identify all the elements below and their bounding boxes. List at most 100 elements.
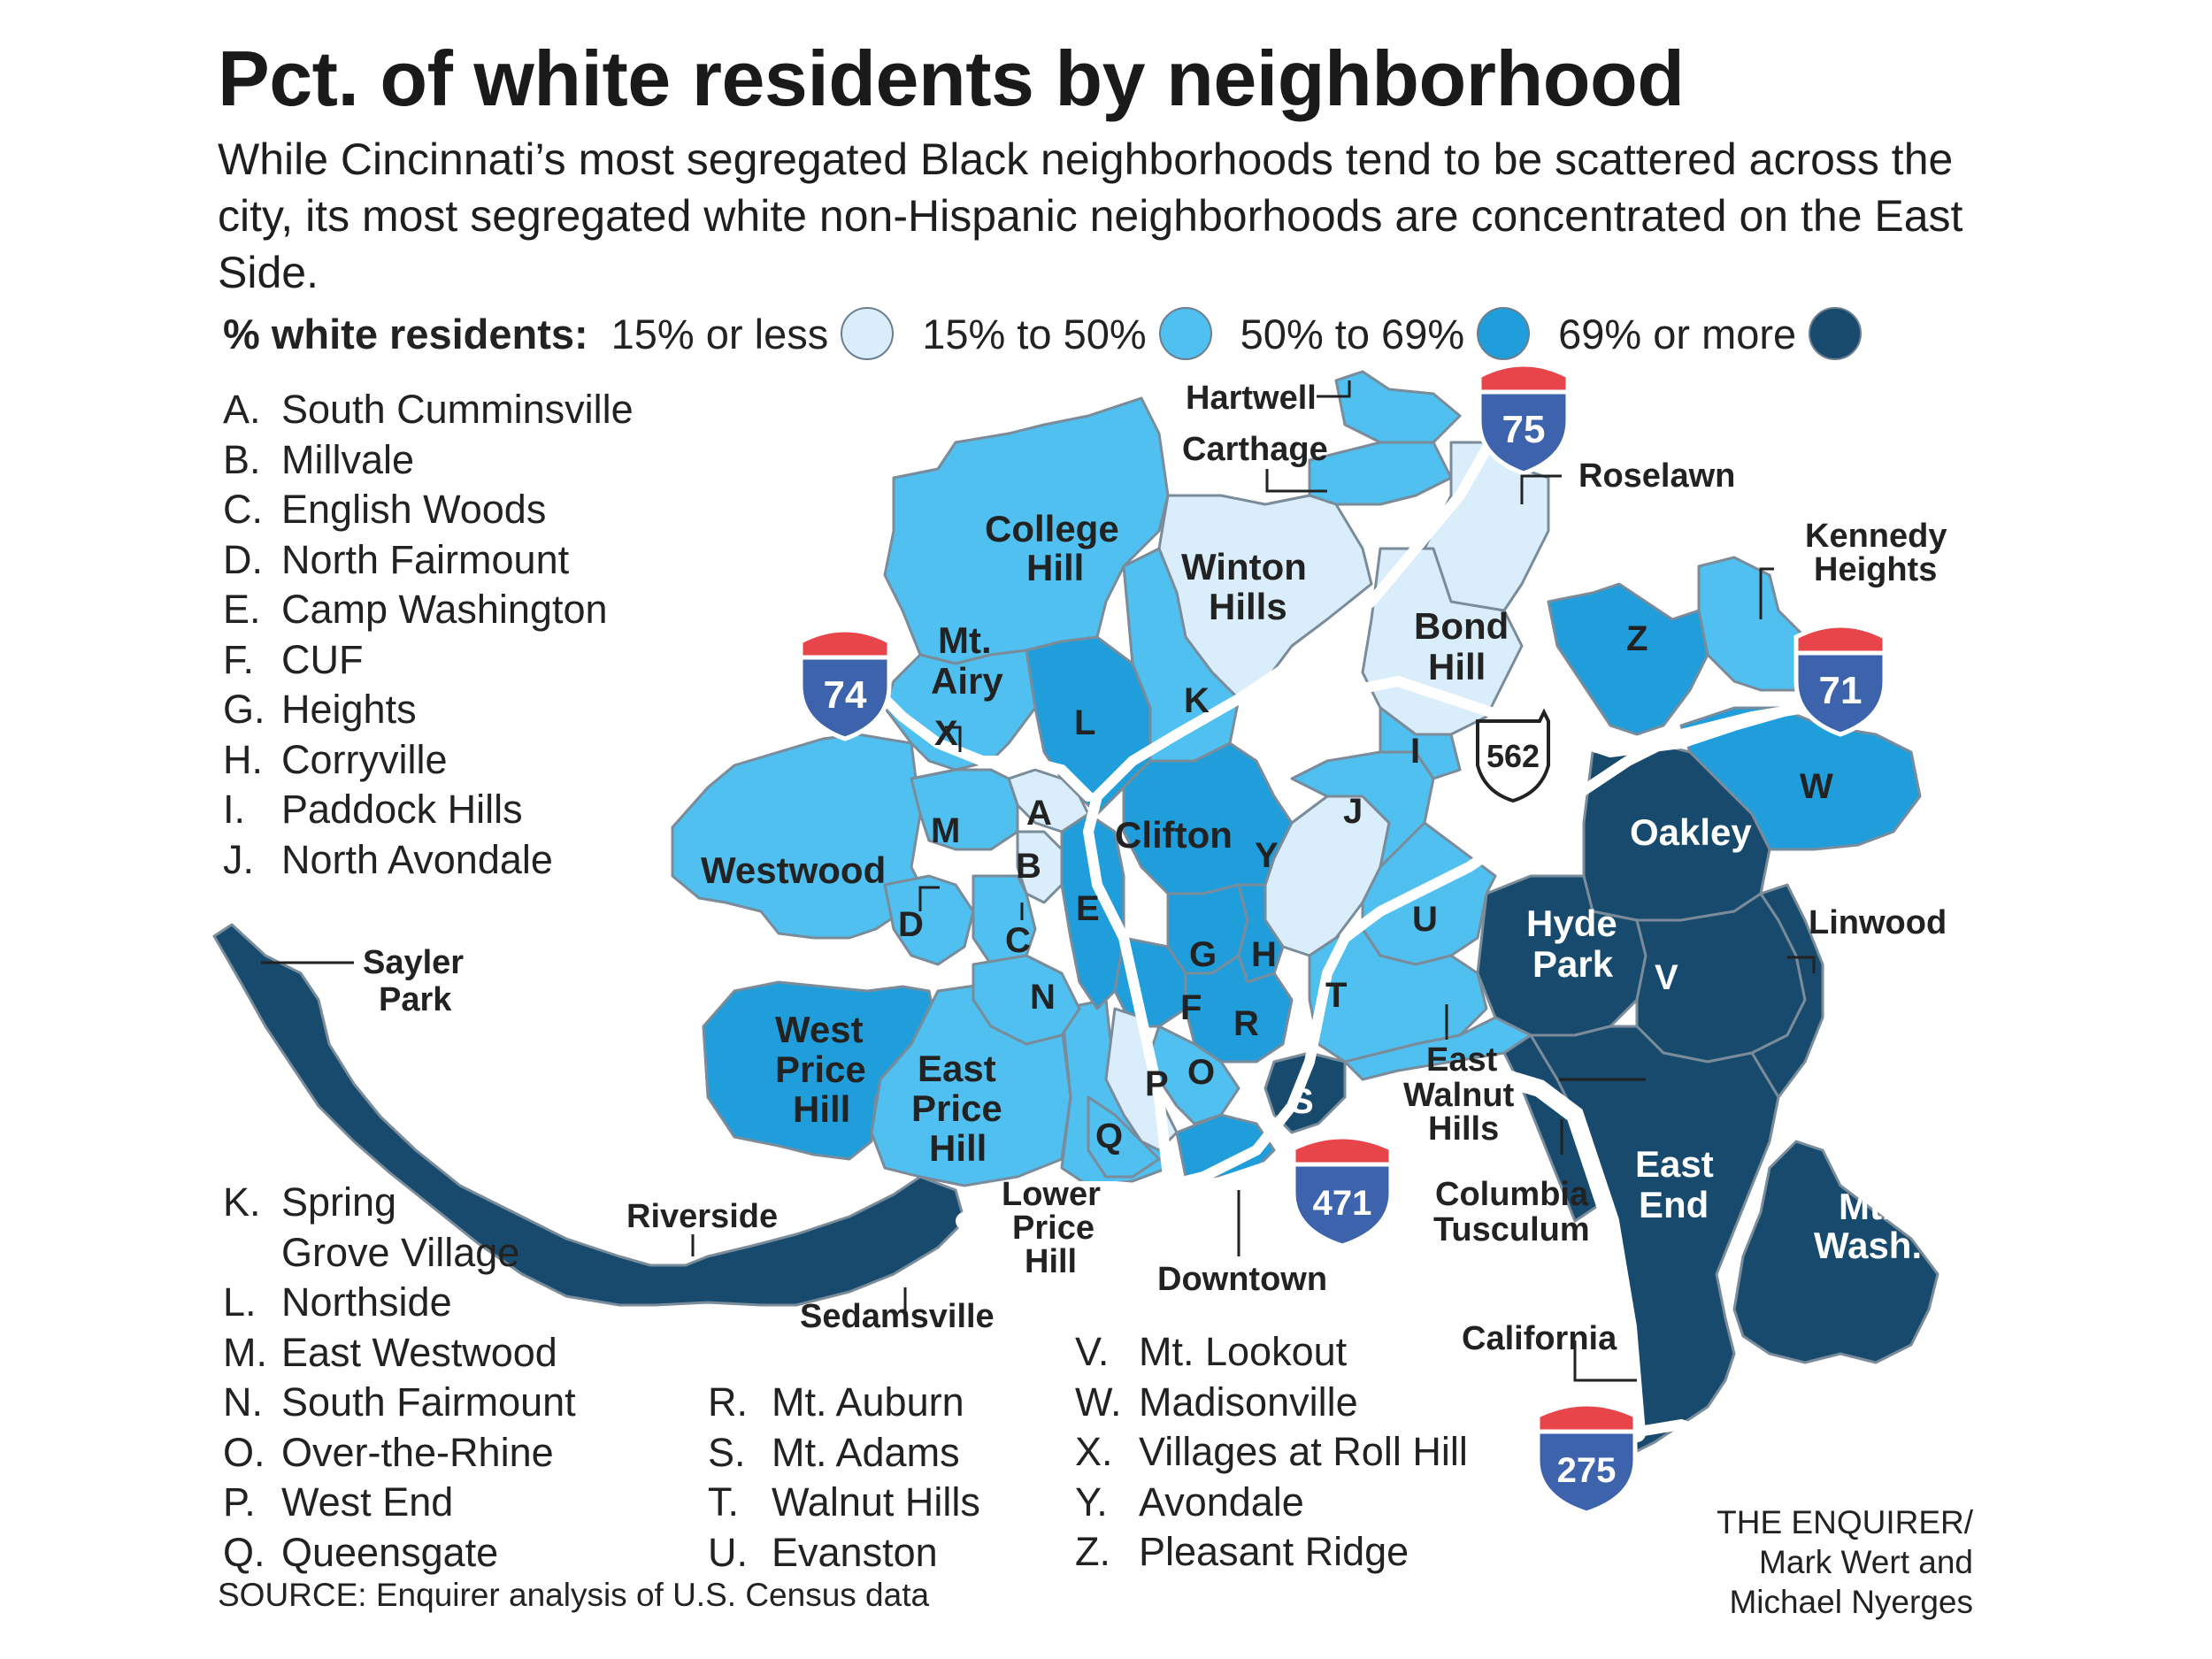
key-item: T. Walnut Hills [708,1478,980,1528]
key-letter: O. [223,1429,265,1475]
label-east-end-1: East [1635,1143,1714,1185]
key-letter: X. [1075,1429,1113,1474]
legend-item-level-1: 15% or less [611,307,916,360]
label-kennedy-heights-1: Kennedy [1805,518,1947,555]
shield-oh562: 562 [1476,708,1550,803]
map-letter-z: Z [1626,619,1647,658]
key-item: X. Villages at Roll Hill [1075,1427,1468,1478]
label-east-end-2: End [1639,1184,1709,1225]
map-letter-y: Y [1255,836,1279,875]
key-name: Madisonville [1139,1379,1358,1425]
label-west-price-hill-3: Hill [793,1088,850,1130]
shield-i471: 471 [1291,1134,1394,1248]
label-lower-price-hill-2: Price [1012,1210,1094,1247]
credit-line: Mark Wert and [1759,1544,1973,1580]
label-west-price-hill-1: West [775,1009,864,1050]
key-item: J. North Avondale [223,835,634,886]
key-item: E. Camp Washington [223,585,634,635]
key-item: U. Evanston [708,1528,980,1578]
key-item: I. Paddock Hills [223,785,634,835]
subtitle: While Cincinnati’s most segregated Black… [218,134,1963,297]
shield-i75: 75 [1477,362,1571,476]
map-letter-b: B [1016,847,1041,886]
map-letter-x: X [934,714,958,753]
legend-swatch [1809,307,1863,360]
key-name: West End [281,1479,454,1525]
region-mt-auburn [1184,954,1294,1064]
map-letter-k: K [1184,681,1210,720]
key-item: R. Mt. Auburn [708,1378,980,1428]
key-item: A. South Cumminsville [223,385,634,435]
key-letter: J. [223,836,255,882]
label-sayler-park-1: Sayler [363,944,464,981]
key-letter: I. [223,787,246,832]
label-west-price-hill-2: Price [775,1048,866,1090]
key-name: Villages at Roll Hill [1139,1429,1468,1474]
key-letter: U. [708,1529,748,1575]
legend-item-label: 50% to 69% [1240,310,1465,357]
label-roselawn: Roselawn [1578,457,1735,495]
legend-item-label: 15% or less [611,310,829,357]
key-item: K. Spring [223,1178,576,1228]
letter-labels: A B C D E F G H I J K L M N O P Q R S T … [898,619,1833,1156]
key-letter: F. [223,636,255,682]
label-mt-airy-2: Airy [931,660,1003,702]
key-letter: T. [708,1479,740,1525]
label-bond-hill-1: Bond [1414,605,1509,647]
page-title: Pct. of white residents by neighborhood [218,35,1685,122]
key-name: Mt. Auburn [772,1379,964,1425]
label-kennedy-heights-2: Heights [1814,551,1937,588]
key-letter: G. [223,687,265,732]
key-letter: B. [223,436,261,482]
key-item: W. Madisonville [1075,1378,1468,1428]
map-letter-q: Q [1095,1117,1123,1156]
key-name: Walnut Hills [772,1479,980,1525]
label-winton-hills-1: Winton [1181,546,1307,588]
map-letter-r: R [1233,1004,1259,1043]
label-winton-hills-2: Hills [1209,586,1287,627]
key-letter: H. [223,736,263,782]
key-list-2: K. Spring Grove Village L. Northside M. Eas… [223,1178,576,1578]
key-letter: D. [223,536,263,582]
highways [871,393,1846,1439]
key-name: Over-the-Rhine [281,1429,554,1475]
key-letter: N. [223,1379,263,1425]
map-letter-n: N [1030,978,1056,1017]
key-item: N. South Fairmount [223,1378,576,1428]
key-name: Evanston [772,1529,938,1575]
region-hartwell [1334,370,1462,444]
map-letter-j: J [1343,792,1363,831]
key-letter: Q. [223,1529,265,1575]
key-name: CUF [281,636,364,682]
road-i71 [1163,667,1846,1191]
label-california: California [1462,1320,1617,1357]
label-sayler-park-2: Park [379,981,452,1018]
key-item: F. CUF [223,635,634,686]
key-letter: S. [708,1429,746,1475]
map-letter-u: U [1412,900,1438,939]
map-letter-v: V [1655,958,1678,997]
shield-label: 75 [1502,408,1546,451]
key-name: Camp Washington [281,587,608,632]
map-letter-a: A [1026,794,1052,833]
map-letter-g: G [1189,935,1217,974]
label-carthage: Carthage [1182,431,1328,468]
key-letter: Z. [1075,1529,1110,1574]
legend-item-level-3: 50% to 69% [1240,307,1551,360]
key-name: South Fairmount [281,1379,576,1425]
label-east-walnut-hills-1: East [1426,1041,1498,1079]
key-item: S. Mt. Adams [708,1428,980,1479]
shield-label: 74 [824,673,867,717]
credit: THE ENQUIRER/ Mark Wert and Michael Nyer… [1717,1502,1973,1622]
key-name: South Cumminsville [281,387,634,432]
key-item: C. English Woods [223,485,634,535]
key-letter: V. [1075,1329,1110,1374]
region-english-woods [972,874,1037,966]
legend: % white residents: 15% or less 15% to 50… [223,303,1890,365]
key-name: Avondale [1139,1479,1304,1525]
key-item: D. North Fairmount [223,535,634,586]
label-linwood: Linwood [1809,904,1947,941]
label-westwood: Westwood [701,849,886,891]
label-sedamsville: Sedamsville [800,1298,995,1335]
